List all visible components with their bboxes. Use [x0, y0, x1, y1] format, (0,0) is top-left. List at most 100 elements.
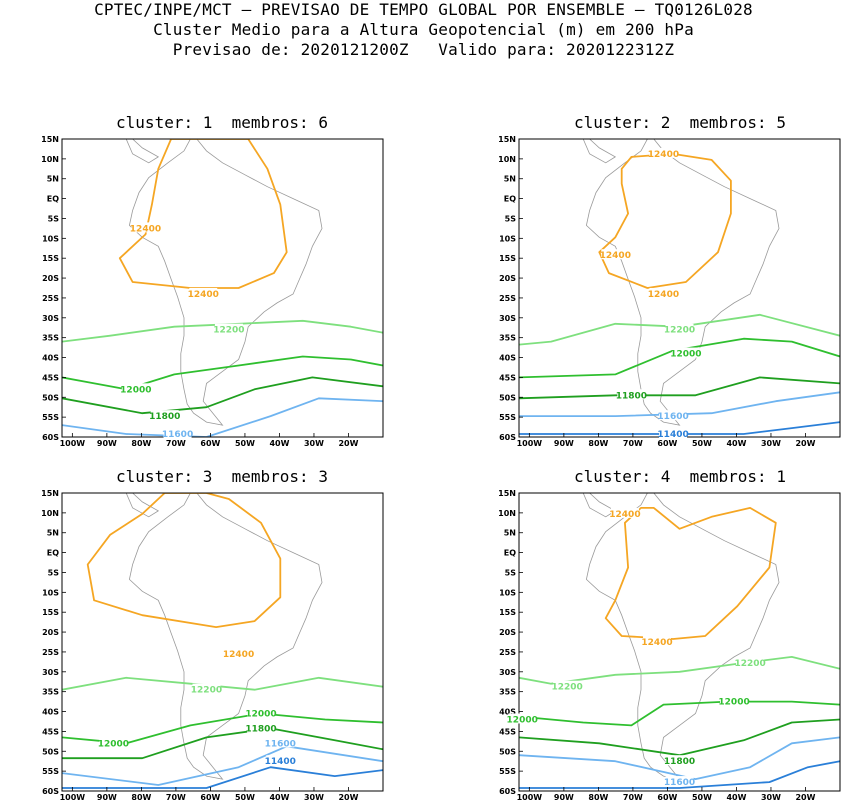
contour-line — [519, 760, 840, 789]
lon-tick-label: 100W — [517, 793, 543, 802]
lat-tick-label: 10S — [499, 588, 516, 597]
contour-label-bg — [736, 656, 765, 667]
contour-line — [519, 718, 840, 757]
lon-tick-label: 80W — [131, 793, 151, 802]
lat-tick-label: 5N — [504, 529, 516, 538]
contour-label: 12000 — [718, 698, 749, 708]
contour-label: 12000 — [507, 715, 538, 725]
contour-line — [519, 391, 840, 417]
lon-tick-label: 40W — [726, 439, 746, 448]
contour-label: 11800 — [616, 391, 647, 401]
contour-line — [62, 727, 383, 760]
lon-tick-label: 70W — [166, 439, 186, 448]
contour-label: 12000 — [120, 385, 151, 395]
lat-tick-label: 50S — [499, 747, 516, 756]
lat-tick-label: EQ — [504, 195, 516, 204]
lon-tick-label: 40W — [269, 439, 289, 448]
contour-label-bg — [671, 347, 700, 358]
contour-label-bg — [266, 755, 295, 766]
lat-tick-label: 50S — [499, 393, 516, 402]
lat-tick-label: 25S — [499, 648, 516, 657]
lon-tick-label: 80W — [588, 439, 608, 448]
contour-line — [62, 676, 383, 691]
lon-tick-label: 50W — [692, 439, 712, 448]
contour-line — [62, 376, 383, 415]
lon-tick-label: 30W — [761, 793, 781, 802]
contour-label-bg — [553, 680, 582, 691]
lat-tick-label: 40S — [499, 354, 516, 363]
contour-line — [62, 766, 383, 789]
lat-tick-label: 30S — [42, 314, 59, 323]
lon-tick-label: 60W — [200, 439, 220, 448]
lat-tick-label: 10S — [42, 588, 59, 597]
lat-tick-label: 15N — [498, 489, 516, 498]
lat-tick-label: 40S — [42, 354, 59, 363]
lon-tick-label: 70W — [623, 793, 643, 802]
lat-tick-label: 50S — [42, 747, 59, 756]
map-panel-3: 15N 10N 5N EQ 5S 10S 15S 20S 25S 30S 35S 40S 45S 50S 5… — [41, 489, 384, 802]
lat-tick-label: 10S — [42, 234, 59, 243]
contour-line — [598, 153, 732, 289]
figure-header: CPTEC/INPE/MCT – PREVISAO DE TEMPO GLOBA… — [0, 0, 847, 60]
contour-label: 11800 — [664, 757, 695, 767]
lat-tick-label: 5N — [504, 175, 516, 184]
contour-label-bg — [649, 287, 678, 298]
contour-label-bg — [508, 713, 537, 724]
map-panel-2: 15N 10N 5N EQ 5S 10S 15S 20S 25S 30S 35S 40S 45S 50S 5… — [498, 135, 841, 448]
lat-tick-label: 20S — [42, 628, 59, 637]
header-line-3: Previsao de: 2020121200Z Valido para: 20… — [172, 40, 675, 59]
lat-tick-label: 15S — [42, 608, 59, 617]
lat-tick-label: 45S — [42, 727, 59, 736]
contour-label: 11600 — [162, 430, 193, 440]
contour-label-bg — [131, 222, 160, 233]
lon-tick-label: 20W — [338, 439, 358, 448]
contour-label-bg — [99, 737, 128, 748]
lat-tick-label: 25S — [499, 294, 516, 303]
lon-tick-label: 30W — [304, 793, 324, 802]
panel-frame — [518, 492, 841, 792]
lat-tick-label: 30S — [499, 668, 516, 677]
contour-line — [519, 376, 840, 400]
lon-tick-label: 30W — [761, 439, 781, 448]
lon-tick-label: 100W — [60, 439, 86, 448]
header-line-1: CPTEC/INPE/MCT – PREVISAO DE TEMPO GLOBA… — [94, 0, 753, 19]
lon-tick-label: 50W — [235, 439, 255, 448]
contour-label: 11400 — [265, 757, 296, 767]
contour-label: 12400 — [609, 510, 640, 520]
lat-tick-label: 10N — [498, 155, 516, 164]
lat-tick-label: 5S — [48, 214, 60, 223]
contour-label: 11800 — [245, 724, 276, 734]
contour-label: 11600 — [664, 778, 695, 788]
lat-tick-label: 35S — [42, 688, 59, 697]
contour-label: 11600 — [265, 739, 296, 749]
contour-label: 12200 — [551, 683, 582, 693]
contour-label-bg — [266, 737, 295, 748]
panel-1-title: cluster: 1 membros: 6 — [116, 113, 328, 132]
contour-label: 12200 — [734, 659, 765, 669]
lat-tick-label: 35S — [42, 334, 59, 343]
lat-tick-label: 60S — [499, 787, 516, 796]
lat-tick-label: 45S — [499, 373, 516, 382]
contour-label-bg — [665, 755, 694, 766]
lat-tick-label: 10N — [41, 155, 59, 164]
lon-tick-label: 70W — [166, 793, 186, 802]
contour-label-bg — [649, 147, 678, 158]
coastline-central-america — [125, 139, 160, 164]
lat-tick-label: 20S — [499, 274, 516, 283]
contour-label-bg — [247, 707, 276, 718]
lat-tick-label: 60S — [42, 433, 59, 442]
lat-tick-label: 50S — [42, 393, 59, 402]
contour-label-bg — [121, 383, 150, 394]
contour-label: 12000 — [245, 710, 276, 720]
contour-label: 12200 — [191, 686, 222, 696]
contour-label-bg — [610, 507, 639, 518]
contour-label-bg — [189, 287, 218, 298]
lon-tick-label: 60W — [657, 439, 677, 448]
lat-tick-label: EQ — [47, 549, 59, 558]
contour-label: 12400 — [223, 650, 254, 660]
contour-label-bg — [643, 636, 672, 646]
lon-tick-label: 100W — [517, 439, 543, 448]
lon-tick-label: 60W — [200, 793, 220, 802]
lat-tick-label: 35S — [499, 688, 516, 697]
